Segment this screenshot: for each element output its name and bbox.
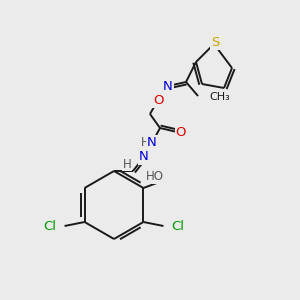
Text: Cl: Cl [171, 220, 184, 233]
Text: S: S [211, 35, 219, 49]
Text: N: N [163, 80, 173, 92]
Text: O: O [176, 125, 186, 139]
Text: N: N [147, 136, 157, 149]
Text: H: H [123, 158, 131, 170]
Text: O: O [153, 94, 163, 106]
Text: HO: HO [146, 170, 164, 184]
Text: Cl: Cl [44, 220, 57, 233]
Text: H: H [141, 136, 149, 148]
Text: CH₃: CH₃ [209, 92, 230, 102]
Text: N: N [139, 151, 149, 164]
